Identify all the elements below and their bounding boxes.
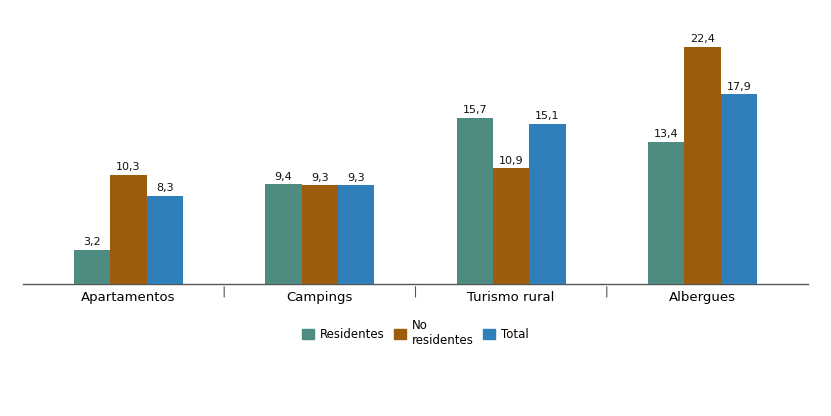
Bar [493,168,529,284]
Text: 10,3: 10,3 [116,162,140,172]
Text: 3,2: 3,2 [83,238,101,248]
Text: 9,3: 9,3 [311,173,328,183]
Text: 17,9: 17,9 [726,82,751,92]
Bar [648,142,684,284]
Text: 15,7: 15,7 [463,105,487,115]
Bar [720,94,757,284]
Bar [147,196,183,284]
Bar [684,47,720,284]
Text: 8,3: 8,3 [156,183,174,193]
Text: 22,4: 22,4 [690,34,715,44]
Bar [111,175,147,284]
Bar [456,118,493,284]
Bar [302,186,338,284]
Bar [265,184,302,284]
Bar [529,124,566,284]
Bar [74,250,111,284]
Text: 10,9: 10,9 [499,156,524,166]
Bar [338,186,375,284]
Text: 9,3: 9,3 [347,173,365,183]
Text: 13,4: 13,4 [654,129,678,139]
Text: 9,4: 9,4 [274,172,293,182]
Legend: Residentes, No
residentes, Total: Residentes, No residentes, Total [297,315,534,352]
Text: 15,1: 15,1 [535,111,560,121]
